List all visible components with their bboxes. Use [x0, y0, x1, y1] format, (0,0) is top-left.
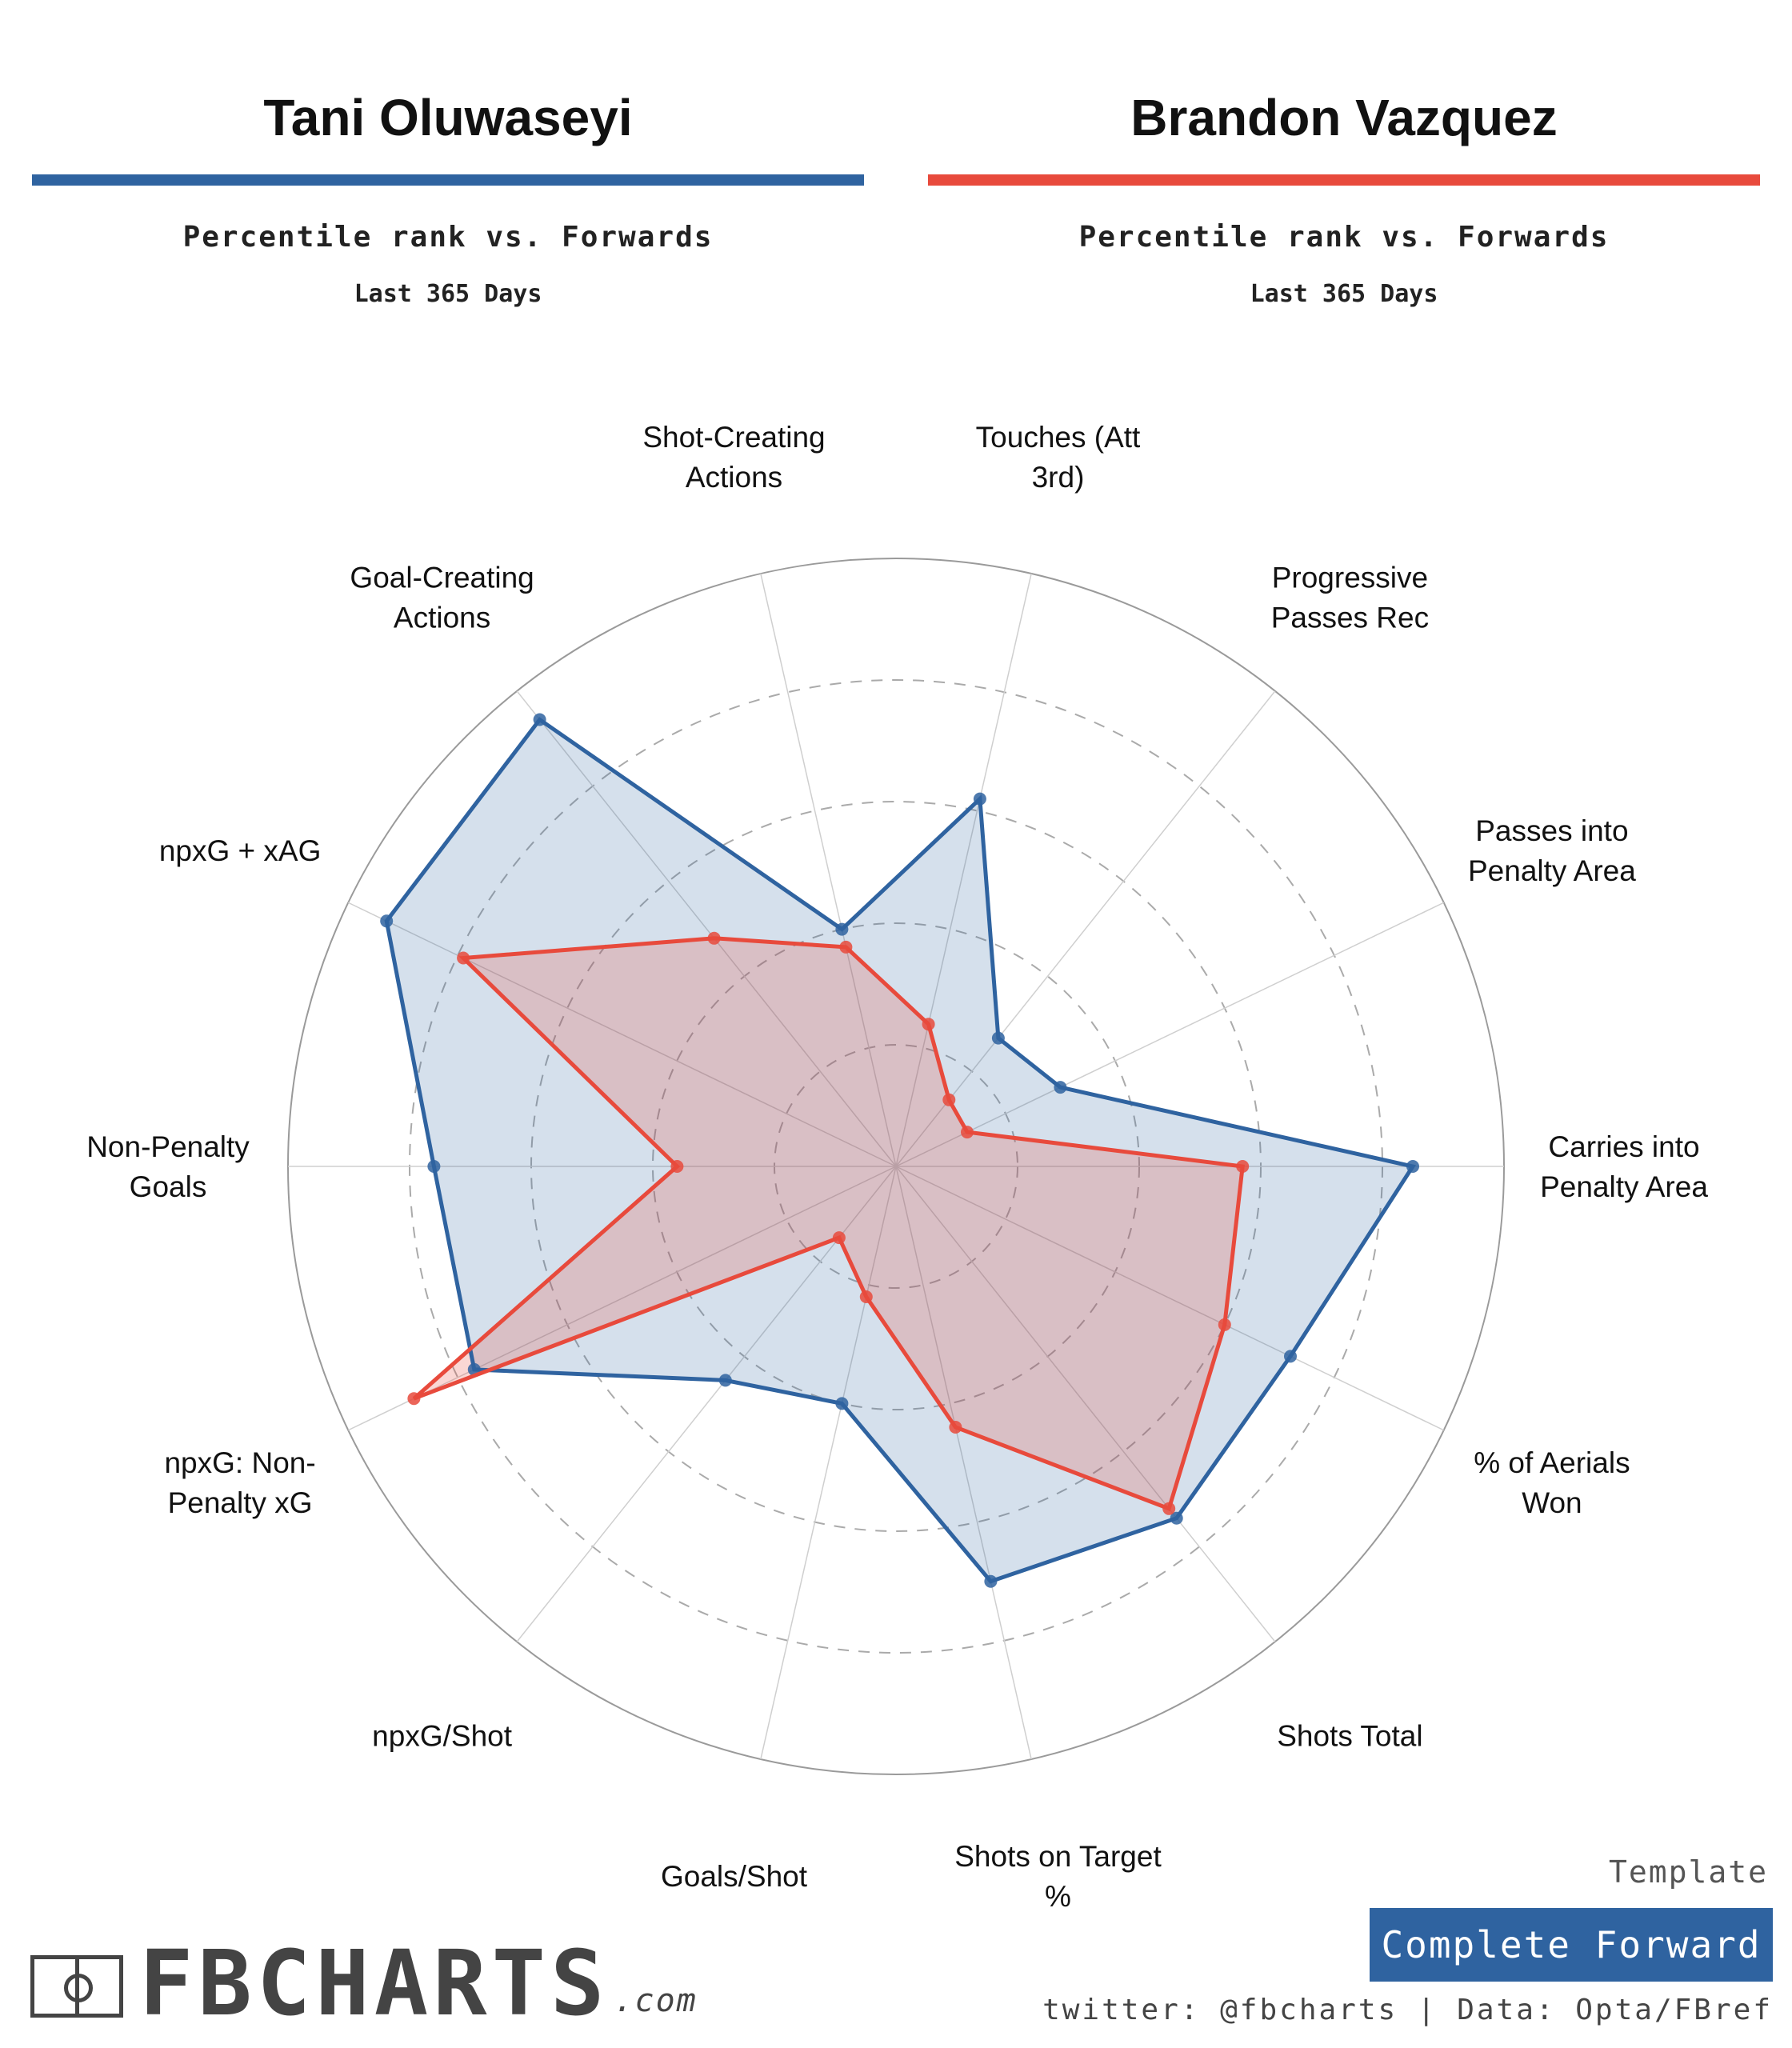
series-2-point-7: [949, 1421, 962, 1434]
radar-spoke-6: [895, 1166, 1276, 1642]
template-title: Template: [1608, 1854, 1768, 1890]
fbcharts-logo: FBCHARTS .com: [30, 1932, 698, 2036]
axis-label-13: Goal-Creating Actions: [350, 562, 534, 634]
series-1-point-6: [1170, 1511, 1183, 1525]
radar-spoke-13: [516, 690, 897, 1167]
series-2-area: [414, 938, 1243, 1509]
series-1-point-5: [1284, 1350, 1297, 1363]
series-2-point-4: [1236, 1160, 1250, 1173]
radar-spoke-8: [760, 1166, 897, 1760]
series-1-point-1: [973, 792, 986, 806]
player1-period: Last 365 Days: [354, 280, 542, 308]
series-2-point-6: [1162, 1502, 1176, 1515]
axis-label-12: npxG + xAG: [159, 834, 322, 867]
radar-spoke-2: [895, 690, 1276, 1167]
series-1-point-7: [984, 1574, 998, 1588]
radar-spoke-12: [347, 902, 897, 1167]
radar-spoke-10: [347, 1166, 897, 1431]
axis-label-7: Shots on Target%: [954, 1840, 1162, 1913]
series-2-point-10: [407, 1392, 421, 1406]
logo-suffix: .com: [614, 1982, 698, 2019]
player2-name: Brandon Vazquez: [1130, 89, 1558, 146]
player2-period: Last 365 Days: [1250, 280, 1438, 308]
axis-label-2: Progressive Passes Rec: [1271, 562, 1429, 634]
player1-name: Tani Oluwaseyi: [263, 89, 633, 146]
axis-label-8: Goals/Shot: [661, 1860, 808, 1893]
player1-color-bar: [32, 174, 864, 186]
axis-label-5: % of Aerials Won: [1474, 1446, 1630, 1519]
series-2-point-0: [839, 940, 853, 954]
radar-spoke-0: [760, 573, 897, 1167]
series-2-point-5: [1218, 1318, 1231, 1331]
axis-label-3: Passes into Penalty Area: [1468, 814, 1636, 887]
axis-label-4: Carries into Penalty Area: [1540, 1130, 1708, 1203]
axis-label-11: Non-Penalty Goals: [86, 1130, 250, 1203]
series-2-point-13: [707, 931, 721, 945]
template-name-badge: Complete Forward: [1370, 1908, 1773, 1982]
series-1-area: [386, 719, 1414, 1582]
series-2-point-11: [670, 1160, 684, 1173]
axis-label-9: npxG/Shot: [372, 1720, 513, 1753]
series-2-point-8: [859, 1290, 873, 1303]
series-1-point-2: [991, 1031, 1005, 1045]
series-1-point-12: [380, 914, 394, 928]
series-2-point-1: [922, 1018, 935, 1031]
series-1-point-13: [533, 713, 546, 726]
axis-label-10: npxG: Non-Penalty xG: [164, 1446, 315, 1519]
credit-text: twitter: @fbcharts | Data: Opta/FBref: [1042, 1994, 1773, 2026]
series-2-point-9: [832, 1231, 846, 1245]
logo-text: FBCHARTS: [139, 1932, 610, 2036]
player2-color-bar: [928, 174, 1760, 186]
series-1-point-9: [718, 1374, 732, 1387]
radar-spoke-3: [895, 902, 1445, 1167]
pitch-icon: [30, 1955, 123, 2018]
radar-spoke-5: [895, 1166, 1445, 1431]
series-2-point-3: [961, 1126, 974, 1139]
series-1-point-8: [835, 1397, 849, 1410]
player2-subtitle: Percentile rank vs. Forwards: [1078, 221, 1610, 254]
series-1-point-11: [427, 1160, 441, 1173]
series-1-point-0: [835, 922, 849, 936]
radar-spoke-1: [895, 573, 1032, 1167]
series-1-point-3: [1054, 1081, 1067, 1094]
axis-label-1: Touches (Att 3rd): [976, 421, 1141, 494]
radar-spoke-9: [516, 1166, 897, 1642]
series-1-point-4: [1406, 1160, 1419, 1173]
series-2-point-12: [457, 951, 470, 965]
axis-label-6: Shots Total: [1277, 1720, 1422, 1753]
player1-subtitle: Percentile rank vs. Forwards: [182, 221, 714, 254]
radar-spoke-7: [895, 1166, 1032, 1760]
axis-label-0: Shot-Creating Actions: [642, 421, 825, 494]
series-2-point-2: [942, 1093, 956, 1106]
